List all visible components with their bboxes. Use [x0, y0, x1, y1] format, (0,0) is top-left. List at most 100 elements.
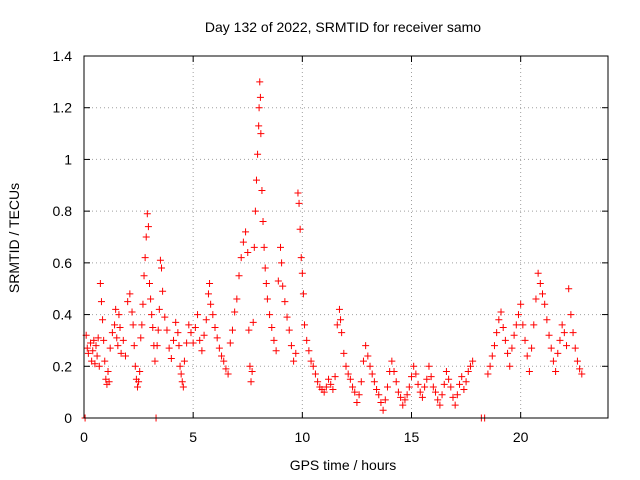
data-point	[530, 321, 538, 329]
data-point	[351, 388, 359, 396]
data-point	[556, 336, 564, 344]
data-point	[112, 305, 120, 313]
data-point	[268, 324, 276, 331]
data-point	[200, 331, 208, 339]
data-point	[460, 386, 468, 394]
data-point	[108, 329, 116, 337]
data-point	[144, 223, 152, 231]
data-point	[99, 316, 107, 324]
data-point	[177, 370, 185, 378]
data-point	[338, 329, 346, 337]
data-point	[283, 313, 291, 321]
data-point	[525, 367, 533, 375]
data-point	[403, 391, 411, 399]
data-point	[255, 122, 263, 130]
data-point	[149, 324, 157, 331]
data-point	[493, 329, 501, 337]
data-point	[462, 378, 470, 386]
x-tick-label: 5	[189, 429, 197, 445]
data-point	[429, 383, 437, 391]
data-point	[93, 352, 101, 360]
data-point	[578, 370, 586, 378]
data-point	[296, 225, 304, 233]
data-point	[209, 311, 217, 319]
data-point	[567, 311, 575, 319]
data-point	[183, 339, 191, 347]
data-point	[335, 305, 343, 313]
data-point	[242, 228, 250, 236]
data-point	[185, 321, 193, 329]
data-point	[126, 290, 134, 298]
data-point	[290, 357, 298, 365]
data-point	[425, 362, 433, 370]
data-point	[256, 93, 264, 101]
data-point	[359, 357, 367, 365]
data-point	[139, 300, 147, 308]
data-point	[545, 331, 553, 339]
data-point	[207, 300, 215, 308]
data-point	[307, 357, 315, 365]
data-point	[198, 347, 206, 355]
data-point	[447, 383, 455, 391]
data-point	[576, 365, 584, 373]
data-point	[301, 321, 309, 329]
data-point	[136, 367, 144, 375]
data-point	[129, 321, 137, 329]
data-point	[287, 342, 295, 350]
data-point	[438, 391, 446, 399]
data-point	[421, 383, 429, 391]
data-point	[147, 295, 155, 303]
data-point	[504, 349, 512, 357]
data-point	[285, 326, 293, 334]
data-point	[510, 331, 518, 339]
data-point	[366, 362, 374, 370]
data-point	[215, 344, 223, 352]
data-point	[309, 362, 317, 370]
data-point	[101, 357, 109, 365]
data-point	[379, 406, 387, 414]
data-point	[95, 362, 103, 370]
data-point	[547, 344, 555, 352]
data-point	[84, 349, 92, 357]
data-point	[532, 295, 540, 303]
data-point	[255, 104, 263, 112]
data-point	[277, 243, 284, 251]
data-point	[248, 367, 256, 375]
data-point	[92, 342, 100, 350]
data-point	[257, 130, 265, 138]
data-point	[153, 342, 161, 350]
y-tick-label: 1.4	[53, 48, 73, 64]
data-point	[165, 344, 173, 352]
data-point	[116, 324, 124, 331]
x-tick-label: 15	[404, 429, 420, 445]
data-point	[246, 362, 254, 370]
data-point	[263, 295, 271, 303]
data-point	[196, 336, 204, 344]
x-tick-label: 10	[295, 429, 311, 445]
data-point	[377, 398, 385, 406]
data-point	[508, 344, 516, 352]
data-point	[187, 329, 195, 337]
data-point	[554, 349, 562, 357]
data-point	[346, 375, 354, 383]
data-point	[423, 375, 431, 383]
data-point	[486, 362, 494, 370]
data-point	[333, 321, 341, 329]
y-axis-label: SRMTID / TECUs	[6, 183, 22, 293]
data-point	[137, 334, 145, 342]
data-point	[362, 342, 370, 350]
data-point	[106, 344, 114, 352]
data-point	[388, 357, 396, 365]
data-point	[133, 383, 141, 391]
data-point	[94, 334, 102, 342]
data-point	[432, 388, 440, 396]
data-point	[228, 326, 236, 334]
y-tick-label: 0	[64, 410, 72, 426]
data-point	[156, 256, 164, 264]
data-point	[176, 362, 184, 370]
x-tick-label: 0	[80, 429, 88, 445]
data-point	[466, 362, 474, 370]
data-point	[357, 378, 365, 386]
data-point	[353, 398, 361, 406]
